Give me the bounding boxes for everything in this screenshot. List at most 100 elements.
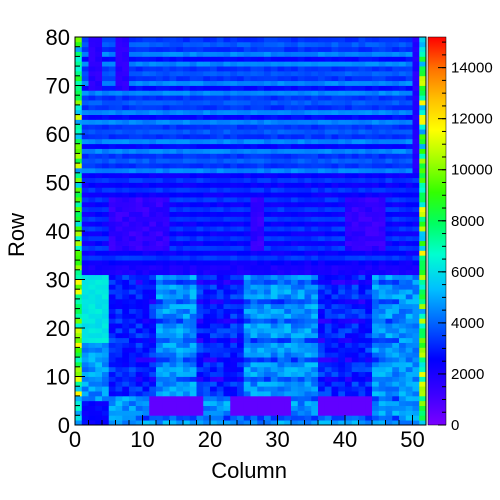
heatmap-cell <box>115 221 123 227</box>
heatmap-cell <box>243 90 251 96</box>
heatmap-cell <box>338 255 346 261</box>
heatmap-cell <box>311 192 319 198</box>
heatmap-cell <box>318 172 326 179</box>
heatmap-cell <box>196 308 204 314</box>
heatmap-cell <box>156 80 164 86</box>
heatmap-cell <box>216 415 224 421</box>
heatmap-cell <box>304 90 312 96</box>
heatmap-cell <box>95 109 103 115</box>
heatmap-cell <box>331 357 339 363</box>
heatmap-cell <box>237 51 245 57</box>
heatmap-cell <box>331 386 339 392</box>
heatmap-cell <box>277 352 285 358</box>
heatmap-cell <box>365 231 373 237</box>
heatmap-cell <box>162 104 170 111</box>
heatmap-cell <box>392 104 400 111</box>
heatmap-cell <box>291 41 299 48</box>
heatmap-cell <box>81 129 89 135</box>
heatmap-cell <box>351 342 359 348</box>
heatmap-cell <box>162 328 170 334</box>
heatmap-cell <box>358 415 366 421</box>
heatmap-cell <box>392 245 400 251</box>
heatmap-cell <box>345 95 353 101</box>
heatmap-cell <box>115 153 123 159</box>
heatmap-cell <box>257 308 265 314</box>
heatmap-cell <box>318 318 326 324</box>
heatmap-cell <box>331 70 339 77</box>
heatmap-cell <box>95 264 103 271</box>
heatmap-cell <box>162 187 170 193</box>
heatmap-cell <box>311 274 319 280</box>
heatmap-cell <box>108 187 116 193</box>
heatmap-cell <box>176 352 184 358</box>
heatmap-cell <box>95 46 103 52</box>
heatmap-cell <box>284 158 292 164</box>
heatmap-cell <box>378 75 386 82</box>
heatmap-cell <box>243 255 251 261</box>
heatmap-cell <box>257 405 265 411</box>
heatmap-cell <box>102 80 110 86</box>
heatmap-cell <box>108 109 116 115</box>
heatmap-cell <box>257 177 265 183</box>
heatmap-cell <box>338 37 346 43</box>
heatmap-cell <box>149 279 157 285</box>
heatmap-cell <box>365 148 373 154</box>
heatmap-cell <box>297 75 305 82</box>
heatmap-cell <box>223 366 231 373</box>
heatmap-cell <box>102 361 110 368</box>
heatmap-cell <box>405 366 413 373</box>
heatmap-cell <box>88 298 96 305</box>
heatmap-cell <box>196 75 204 82</box>
heatmap-cell <box>311 129 319 135</box>
heatmap-cell <box>412 391 420 397</box>
heatmap-cell <box>189 240 197 246</box>
heatmap-cell <box>378 70 386 77</box>
heatmap-cell <box>257 269 265 276</box>
heatmap-cell <box>237 182 245 188</box>
heatmap-cell <box>243 167 251 174</box>
heatmap-cell <box>399 323 407 329</box>
heatmap-cell <box>108 298 116 305</box>
heatmap-cell <box>304 352 312 358</box>
heatmap-cell <box>338 138 346 145</box>
heatmap-cell <box>210 100 218 106</box>
heatmap-cell <box>169 318 177 324</box>
y-tick-label: 60 <box>46 122 70 147</box>
heatmap-cell <box>331 177 339 183</box>
heatmap-cell <box>108 66 116 72</box>
heatmap-cell <box>392 56 400 62</box>
heatmap-cell <box>378 153 386 159</box>
heatmap-cell <box>162 90 170 96</box>
heatmap-cell <box>297 410 305 416</box>
heatmap-cell <box>304 269 312 276</box>
heatmap-cell <box>284 100 292 106</box>
heatmap-cell <box>365 274 373 280</box>
heatmap-cell <box>318 284 326 290</box>
heatmap-cell <box>149 51 157 57</box>
heatmap-cell <box>88 395 96 402</box>
heatmap-cell <box>304 226 312 232</box>
heatmap-cell <box>75 284 83 290</box>
heatmap-cell <box>372 386 380 392</box>
heatmap-cell <box>223 255 231 261</box>
heatmap-cell <box>108 182 116 188</box>
heatmap-cell <box>230 153 238 159</box>
heatmap-cell <box>189 109 197 115</box>
heatmap-cell <box>223 182 231 188</box>
heatmap-cell <box>115 255 123 261</box>
heatmap-cell <box>162 400 170 406</box>
heatmap-cell <box>338 323 346 329</box>
heatmap-cell <box>129 90 137 96</box>
heatmap-cell <box>324 381 332 387</box>
heatmap-cell <box>338 182 346 188</box>
heatmap-cell <box>297 376 305 382</box>
heatmap-cell <box>169 235 177 242</box>
heatmap-cell <box>372 332 380 339</box>
heatmap-cell <box>156 342 164 348</box>
heatmap-cell <box>405 264 413 271</box>
heatmap-cell <box>223 61 231 67</box>
heatmap-cell <box>385 274 393 280</box>
heatmap-cell <box>210 119 218 125</box>
heatmap-cell <box>108 124 116 130</box>
heatmap-cell <box>183 255 191 261</box>
